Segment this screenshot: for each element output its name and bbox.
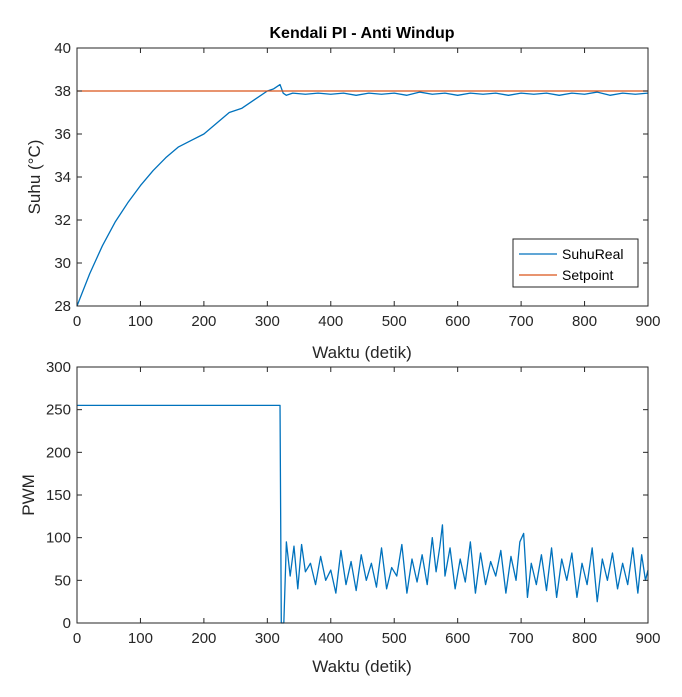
pwm-x-tick-label: 500 (382, 630, 407, 647)
temp-x-tick-label: 100 (128, 313, 153, 330)
pwm-y-tick-label: 100 (46, 530, 71, 547)
pwm-x-tick-label: 200 (191, 630, 216, 647)
pwm-axes: 0 100 200 300 400 500 600 700 800 900 0 50 100 150 200… (46, 359, 661, 647)
chart-title: Kendali PI - Anti Windup (269, 25, 454, 42)
temp-y-tick-label: 34 (54, 169, 71, 186)
temp-x-tick-label: 600 (445, 313, 470, 330)
pwm-series-line-pwm (77, 404, 649, 624)
temp-x-tick-label: 0 (73, 313, 81, 330)
legend-box (512, 238, 639, 288)
pwm-y-tick-label: 0 (63, 615, 71, 632)
pwm-x-tick-label: 800 (572, 630, 597, 647)
temperature-axes: 0 100 200 300 400 500 600 700 800 900 28 30 32 34 36 38… (54, 40, 660, 330)
x-axis-label-top: Waktu (detik) (312, 343, 412, 362)
y-axis-label-bottom: PWM (19, 474, 38, 516)
temperature-series-group (76, 83, 649, 307)
temp-x-tick-label: 900 (635, 313, 660, 330)
pwm-y-tick-label: 300 (46, 359, 71, 376)
temp-x-tick-label: 200 (191, 313, 216, 330)
temp-y-tick-label: 28 (54, 298, 71, 315)
temp-series-line-suhureal (76, 83, 649, 307)
temp-y-tick-label: 30 (54, 255, 71, 272)
temp-y-tick-label: 32 (54, 212, 71, 229)
pwm-x-tick-label: 900 (635, 630, 660, 647)
pwm-x-tick-label: 400 (318, 630, 343, 647)
pwm-y-tick-label: 250 (46, 402, 71, 419)
pwm-y-tick-label: 200 (46, 444, 71, 461)
pwm-series-group (77, 404, 649, 624)
temp-x-tick-label: 700 (509, 313, 534, 330)
temp-x-tick-label: 500 (382, 313, 407, 330)
temperature-plot: Kendali PI - Anti Windup 0 100 200 300 400 50… (25, 25, 661, 362)
legend-label-setpoint: Setpoint (562, 267, 613, 283)
pwm-y-tick-label: 150 (46, 487, 71, 504)
y-axis-label-top: Suhu (°C) (25, 140, 44, 215)
temp-y-tick-label: 40 (54, 40, 71, 57)
pwm-y-tick-label: 50 (54, 572, 71, 589)
x-axis-label-bottom: Waktu (detik) (312, 657, 412, 676)
temp-y-tick-label: 36 (54, 126, 71, 143)
temp-y-tick-label: 38 (54, 83, 71, 100)
temp-x-tick-label: 400 (318, 313, 343, 330)
legend-label-suhureal: SuhuReal (562, 246, 624, 262)
pwm-x-tick-label: 600 (445, 630, 470, 647)
temp-x-tick-label: 300 (255, 313, 280, 330)
temp-x-tick-label: 800 (572, 313, 597, 330)
pwm-plot: 0 100 200 300 400 500 600 700 800 900 0 50 100 150 200… (19, 359, 661, 676)
pwm-x-tick-label: 700 (509, 630, 534, 647)
legend: SuhuReal Setpoint (512, 238, 639, 288)
pwm-x-tick-label: 100 (128, 630, 153, 647)
pwm-x-tick-label: 300 (255, 630, 280, 647)
pwm-x-tick-label: 0 (73, 630, 81, 647)
